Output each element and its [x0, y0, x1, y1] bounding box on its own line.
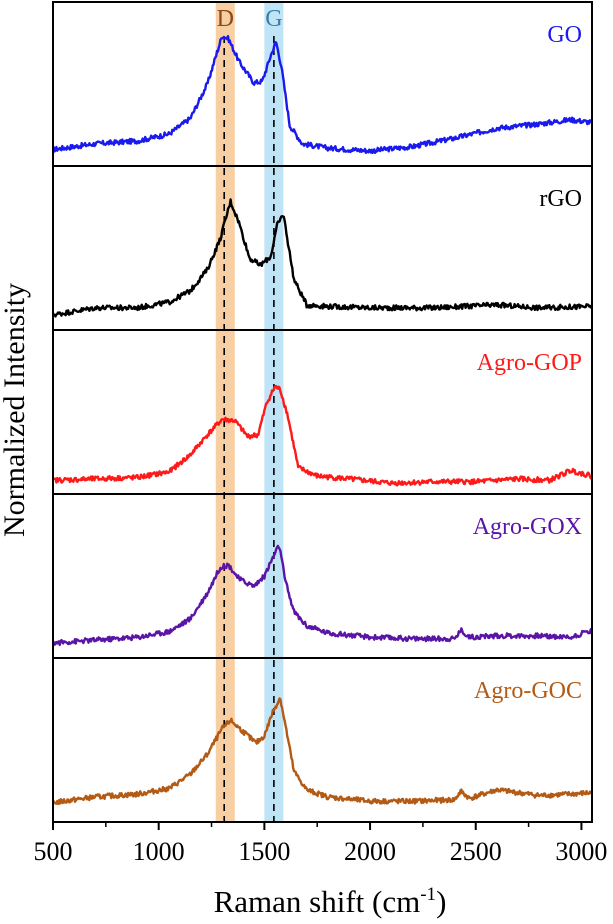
series-label-rgo: rGO [539, 186, 582, 212]
x-axis-label-superscript: -1 [420, 884, 436, 905]
x-tick-label-3000: 3000 [555, 837, 607, 866]
series-label-agro-gox: Agro-GOX [473, 514, 582, 540]
series-line-agro-goc [51, 697, 592, 806]
x-axis-label: Raman shift (cm-1) [214, 884, 447, 919]
spectra-series: GO rGO Agro-GOP Agro-GOX Agro-GOC [51, 22, 593, 806]
x-tick-label-1000: 1000 [133, 837, 185, 866]
x-axis: 500 1000 1500 2000 2500 3000 [34, 822, 607, 866]
x-tick-label-2500: 2500 [450, 837, 502, 866]
band-label-g: G [265, 6, 282, 32]
series-label-agro-goc: Agro-GOC [474, 678, 582, 704]
series-line-go [52, 35, 593, 155]
series-line-agro-gop [52, 384, 593, 487]
x-tick-label-2000: 2000 [344, 837, 396, 866]
x-tick-label-1500: 1500 [238, 837, 290, 866]
x-tick-label-500: 500 [34, 837, 73, 866]
series-line-agro-gox [51, 544, 593, 647]
panel-frames [52, 1, 593, 823]
band-d [215, 2, 235, 822]
band-label-d: D [217, 6, 234, 32]
x-axis-label-main: Raman shift (cm [214, 884, 421, 919]
chart-labels: Normalized Intensity Raman shift (cm-1) [0, 283, 446, 919]
series-line-rgo [51, 198, 593, 318]
series-label-agro-gop: Agro-GOP [477, 350, 582, 376]
y-axis-label: Normalized Intensity [0, 283, 31, 537]
panel-frame-agro-goc [52, 657, 593, 823]
series-label-go: GO [547, 22, 582, 48]
x-axis-label-close: ) [436, 884, 446, 919]
